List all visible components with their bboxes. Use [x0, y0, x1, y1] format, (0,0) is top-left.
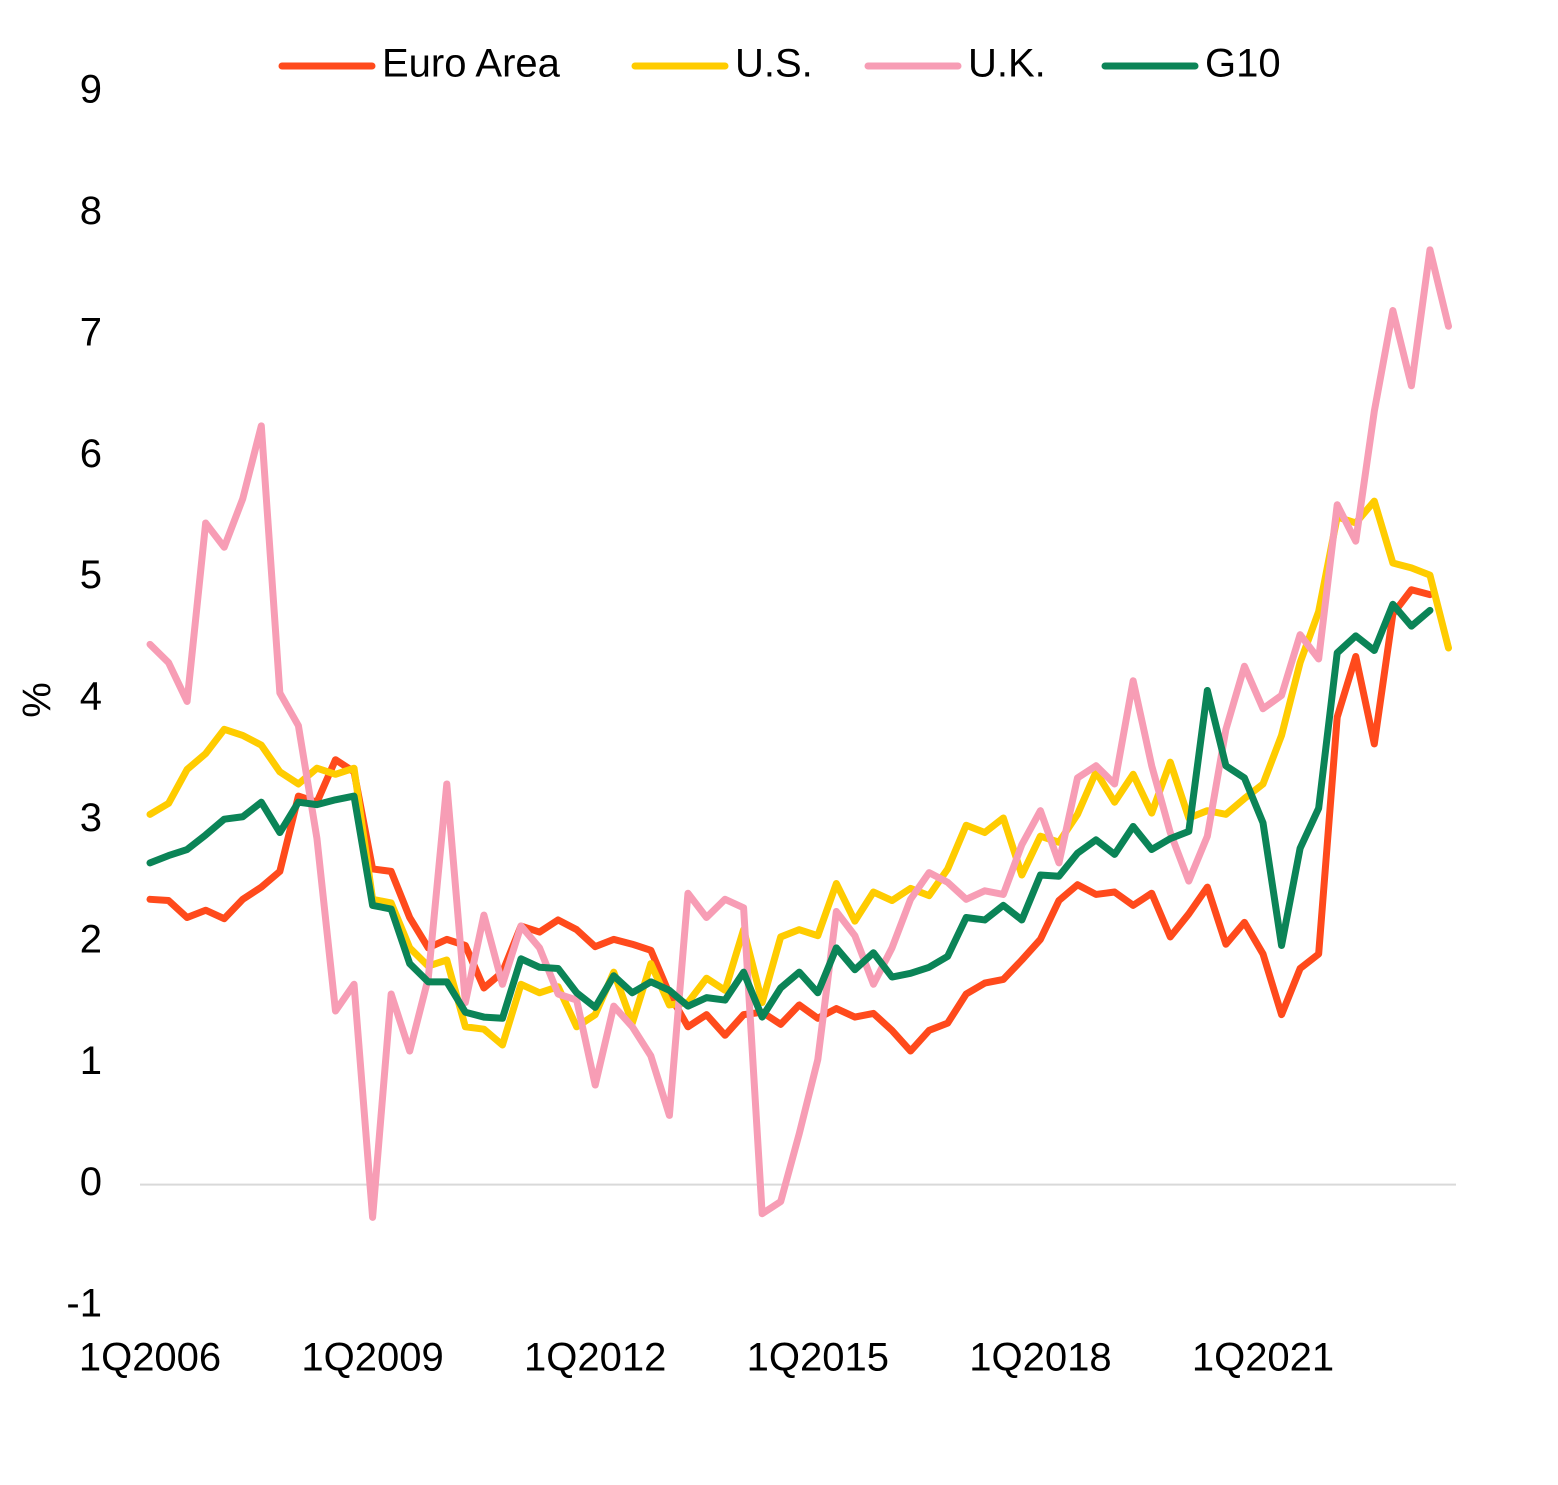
y-tick-label: 2	[80, 917, 102, 961]
x-tick-label: 1Q2006	[79, 1336, 221, 1380]
line-series	[146, 246, 1452, 1221]
y-tick-label: 1	[80, 1039, 102, 1083]
y-tick-label: 3	[80, 796, 102, 840]
y-tick-label: -1	[66, 1282, 102, 1326]
y-tick-label: 8	[80, 189, 102, 233]
x-tick-label: 1Q2009	[301, 1336, 443, 1380]
x-tick-label: 1Q2012	[524, 1336, 666, 1380]
y-tick-label: 4	[80, 675, 102, 719]
line-series	[146, 497, 1452, 1049]
legend-label: U.S.	[735, 42, 813, 86]
legend-label: G10	[1205, 42, 1281, 86]
y-tick-label: 7	[80, 310, 102, 354]
legend-label: Euro Area	[382, 42, 561, 86]
legend-label: U.K.	[968, 42, 1046, 86]
y-tick-label: 0	[80, 1160, 102, 1204]
y-axis-title: %	[16, 682, 60, 718]
x-tick-label: 1Q2021	[1192, 1336, 1334, 1380]
line-series	[146, 600, 1434, 1022]
y-tick-label: 9	[80, 68, 102, 112]
y-tick-label: 6	[80, 432, 102, 476]
x-tick-label: 1Q2015	[747, 1336, 889, 1380]
y-tick-label: 5	[80, 553, 102, 597]
x-tick-label: 1Q2018	[969, 1336, 1111, 1380]
